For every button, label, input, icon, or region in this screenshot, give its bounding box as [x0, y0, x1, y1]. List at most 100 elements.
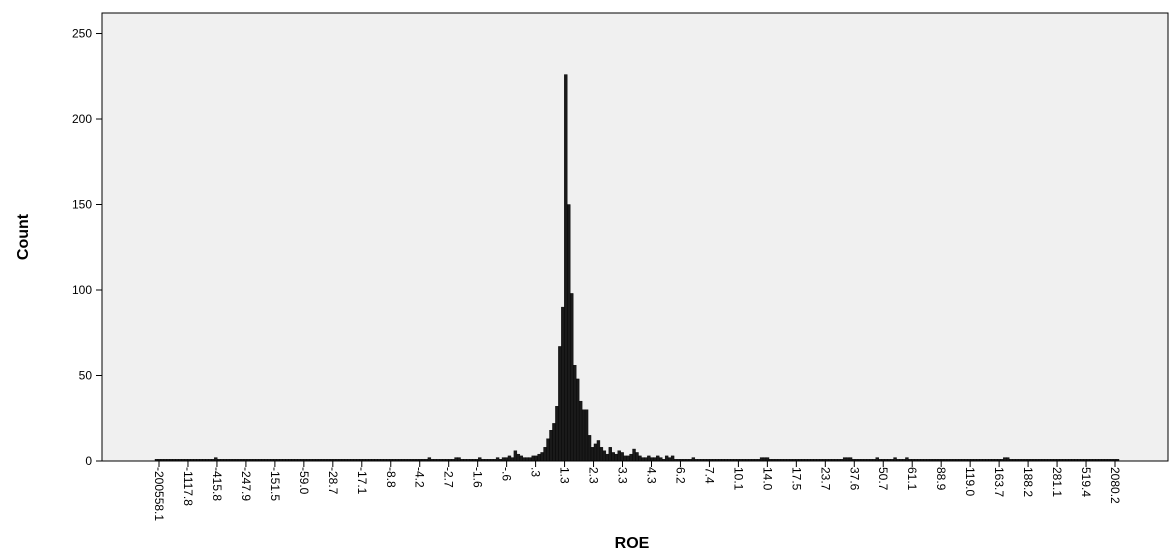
- x-tick-label: 1.3: [558, 467, 572, 484]
- histogram-bar: [564, 74, 568, 462]
- histogram-bar: [632, 448, 636, 462]
- histogram-bar: [602, 450, 607, 462]
- histogram-bar: [647, 455, 651, 462]
- histogram-bar: [516, 453, 521, 462]
- x-tick-label: 2080.2: [1108, 467, 1122, 504]
- histogram-bar: [670, 455, 675, 462]
- histogram-bar: [525, 457, 529, 462]
- histogram-bar: [644, 457, 648, 462]
- histogram-bar: [905, 457, 909, 462]
- x-tick-label: 7.4: [702, 467, 716, 484]
- y-axis-ticks: 0 50 100 150 200 250: [72, 27, 102, 468]
- x-tick-label: -2.7: [442, 467, 456, 488]
- x-tick-label: .3: [529, 467, 543, 477]
- x-tick-label: -247.9: [239, 467, 253, 501]
- histogram-bar: [507, 455, 512, 462]
- histogram-bar: [531, 455, 535, 462]
- histogram-bar: [510, 457, 515, 462]
- histogram-bar: [546, 438, 550, 462]
- x-tick-label: 281.1: [1050, 467, 1064, 497]
- histogram-bar: [759, 457, 764, 462]
- x-tick-label: -28.7: [326, 467, 340, 495]
- histogram-bar: [842, 457, 847, 462]
- histogram-bar: [519, 455, 524, 462]
- histogram-bar: [1006, 457, 1010, 462]
- x-tick-label: -1.6: [471, 467, 485, 488]
- histogram-bar: [593, 443, 598, 462]
- x-tick-label: 119.0: [963, 467, 977, 496]
- x-tick-label: 37.6: [847, 467, 861, 491]
- x-tick-label: 88.9: [934, 467, 948, 491]
- histogram-bar: [641, 457, 645, 462]
- x-tick-label: -415.8: [210, 467, 224, 501]
- x-tick-label: -151.5: [268, 467, 282, 501]
- histogram-bar: [623, 455, 627, 462]
- histogram-bar: [534, 455, 538, 462]
- histogram-bar: [659, 457, 663, 462]
- histogram-bar: [608, 447, 612, 462]
- histogram-bar: [765, 457, 770, 462]
- x-tick-label: 2.3: [587, 467, 601, 484]
- x-axis-ticks: -200558.1 -1117.8 -415.8 -247.9 -151.5 -59.0 -…: [152, 461, 1122, 521]
- x-tick-label: 23.7: [818, 467, 832, 491]
- histogram-bar: [549, 430, 553, 462]
- histogram-bar: [614, 453, 618, 462]
- histogram-bar: [611, 452, 615, 462]
- histogram-bar: [537, 453, 541, 462]
- histogram-bar: [664, 455, 669, 462]
- histogram-bar: [504, 457, 509, 462]
- histogram-bar: [635, 452, 639, 462]
- histogram-bar: [845, 457, 850, 462]
- histogram-bar: [626, 455, 630, 462]
- histogram-bar: [605, 453, 610, 462]
- x-tick-label: 163.7: [992, 467, 1006, 497]
- y-tick-label: 150: [72, 198, 92, 212]
- y-tick-label: 0: [85, 454, 92, 468]
- histogram-bar: [513, 450, 518, 462]
- y-tick-label: 50: [79, 369, 93, 383]
- histogram-bar: [599, 447, 604, 462]
- histogram-bar: [478, 457, 482, 462]
- histogram-bar: [848, 457, 853, 462]
- histogram-bar: [617, 450, 621, 462]
- x-tick-label: 61.1: [905, 467, 919, 491]
- y-axis-title: Count: [15, 213, 32, 260]
- histogram-bar: [581, 409, 586, 462]
- histogram-bar: [555, 406, 559, 462]
- histogram-bar: [540, 452, 544, 462]
- histogram-bar: [762, 457, 767, 462]
- plot-area: [101, 12, 1169, 462]
- x-axis-title: ROE: [615, 535, 650, 552]
- x-tick-label: 188.2: [1021, 467, 1035, 497]
- x-tick-label: -1117.8: [181, 467, 195, 506]
- histogram-bar: [457, 457, 461, 462]
- histogram-bar: [691, 457, 696, 462]
- histogram-bar: [875, 457, 879, 462]
- x-tick-label: 10.1: [731, 467, 745, 491]
- x-tick-label: -8.8: [384, 467, 398, 488]
- histogram-bar: [567, 204, 571, 462]
- x-tick-label: 50.7: [876, 467, 890, 491]
- x-tick-label: 14.0: [760, 467, 774, 491]
- histogram-bar: [214, 457, 218, 462]
- x-tick-label: 6.2: [673, 467, 687, 484]
- histogram-bar: [1003, 457, 1007, 462]
- histogram-bar: [629, 453, 633, 462]
- x-tick-label: 4.3: [644, 467, 658, 484]
- histogram-bar: [501, 457, 506, 462]
- histogram-bar: [575, 378, 580, 462]
- histogram-bar: [596, 440, 601, 462]
- histogram-bar: [650, 457, 654, 462]
- histogram-bar: [620, 452, 624, 462]
- y-tick-label: 100: [72, 283, 92, 297]
- x-tick-label: -4.2: [413, 467, 427, 488]
- histogram-bar: [573, 365, 577, 462]
- histogram-bar: [893, 457, 897, 462]
- histogram-bar: [587, 435, 592, 462]
- histogram-bar: [454, 457, 458, 462]
- y-tick-label: 200: [72, 112, 92, 126]
- histogram-bar: [638, 455, 642, 462]
- histogram-bar: [543, 447, 547, 462]
- x-tick-label: -17.1: [355, 467, 369, 495]
